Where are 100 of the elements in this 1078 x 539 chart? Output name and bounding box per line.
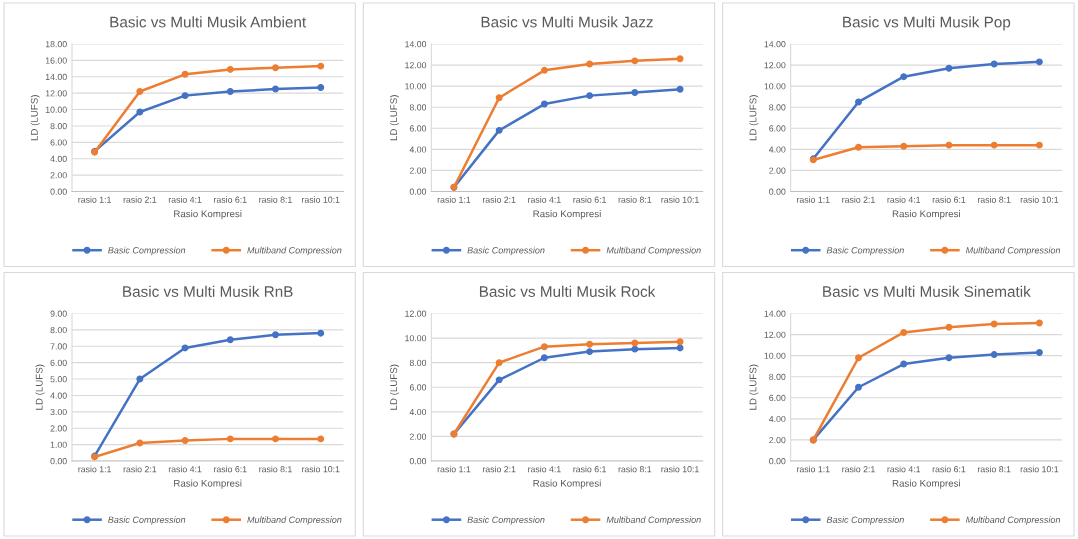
x-tick-label: rasio 1:1: [437, 465, 471, 473]
point: [586, 92, 594, 100]
y-tick-label: 0.00: [409, 188, 427, 195]
point: [181, 437, 189, 444]
x-tick-label: rasio 10:1: [302, 196, 340, 203]
point: [676, 338, 684, 346]
point: [495, 359, 503, 367]
legend-label: Basic Compression: [108, 516, 186, 525]
point: [181, 92, 189, 100]
y-tick-label: 10.00: [764, 83, 786, 90]
x-tick-label: rasio 2:1: [482, 465, 516, 473]
x-tick-label: rasio 4:1: [168, 465, 202, 473]
point: [990, 141, 998, 149]
y-tick-label: 4.00: [409, 408, 427, 416]
chart-title: Basic vs Multi Musik Jazz: [481, 16, 653, 28]
point: [272, 435, 279, 443]
y-tick-label: 12.00: [45, 90, 67, 97]
legend-label: Basic Compression: [467, 516, 545, 525]
x-tick-label: rasio 2:1: [842, 196, 875, 203]
y-tick-label: 6.00: [769, 394, 786, 402]
y-tick-label: 2.00: [409, 167, 427, 174]
point: [900, 142, 908, 150]
y-tick-label: 12.00: [405, 310, 427, 317]
point: [631, 339, 639, 347]
x-tick-label: rasio 1:1: [797, 465, 830, 473]
x-axis-title: Rasio Kompresi: [533, 479, 601, 489]
x-tick-label: rasio 2:1: [123, 196, 157, 203]
y-tick-label: 14.00: [764, 310, 786, 317]
y-tick-label: 18.00: [45, 41, 67, 48]
chart-title: Basic vs Multi Musik RnB: [123, 285, 293, 297]
point: [540, 66, 548, 74]
x-tick-label: rasio 8:1: [259, 196, 292, 203]
x-tick-label: rasio 1:1: [78, 465, 111, 473]
y-tick-label: 2.00: [769, 436, 786, 444]
x-axis-title: Rasio Kompresi: [174, 479, 242, 489]
y-tick-label: 4.00: [409, 146, 427, 153]
y-tick-label: 6.00: [409, 125, 427, 132]
point: [540, 343, 548, 351]
x-tick-label: rasio 8:1: [618, 196, 652, 203]
x-tick-label: rasio 6:1: [214, 196, 247, 203]
x-tick-label: rasio 10:1: [1020, 196, 1059, 203]
y-tick-label: 4.00: [50, 155, 67, 162]
legend-label: Basic Compression: [108, 246, 186, 256]
point: [136, 88, 144, 96]
y-axis-title: LD (LUFS): [389, 364, 400, 410]
point: [136, 108, 144, 116]
y-tick-label: 10.00: [764, 352, 786, 359]
point: [990, 351, 998, 359]
y-tick-label: 2.00: [50, 425, 67, 432]
legend-label: Multiband Compression: [247, 246, 342, 256]
x-tick-label: rasio 4:1: [528, 196, 561, 203]
legend-label: Multiband Compression: [965, 516, 1061, 525]
point: [945, 141, 953, 149]
x-tick-label: rasio 10:1: [302, 465, 340, 473]
point: [855, 143, 862, 151]
x-tick-label: rasio 6:1: [573, 465, 606, 473]
x-axis-title: Rasio Kompresi: [892, 210, 960, 220]
chart-title: Basic vs Multi Musik Sinematik: [823, 285, 1031, 297]
point: [317, 435, 325, 443]
y-tick-label: 16.00: [45, 57, 67, 64]
x-tick-label: rasio 1:1: [797, 196, 830, 203]
point: [586, 340, 594, 348]
point: [272, 331, 279, 339]
y-tick-label: 10.00: [405, 83, 427, 90]
point: [226, 65, 234, 73]
x-axis-title: Rasio Kompresi: [892, 479, 960, 489]
y-axis-title: LD (LUFS): [35, 364, 45, 410]
y-tick-label: 6.00: [769, 125, 786, 132]
legend-label: Basic Compression: [826, 246, 904, 256]
y-tick-label: 4.00: [50, 392, 67, 399]
y-tick-label: 0.00: [769, 458, 786, 465]
point: [181, 344, 189, 352]
x-tick-label: rasio 2:1: [482, 196, 516, 203]
x-tick-label: rasio 1:1: [78, 196, 111, 203]
point: [1035, 58, 1043, 66]
y-tick-label: 4.00: [768, 146, 786, 153]
y-tick-label: 0.00: [50, 458, 67, 465]
legend-label: Multiband Compression: [247, 516, 342, 525]
point: [945, 323, 953, 331]
y-axis-title: LD (LUFS): [30, 95, 40, 141]
point: [495, 94, 503, 102]
y-tick-label: 14.00: [45, 73, 67, 81]
point: [631, 88, 639, 96]
x-tick-label: rasio 1:1: [437, 196, 471, 203]
point: [540, 354, 548, 362]
point: [900, 73, 908, 81]
point: [990, 320, 998, 328]
legend-label: Basic Compression: [826, 516, 904, 525]
legend-label: Multiband Compression: [606, 246, 701, 256]
y-tick-label: 12.00: [405, 62, 427, 69]
y-tick-label: 6.00: [409, 384, 427, 391]
point: [272, 64, 279, 72]
point: [855, 383, 862, 391]
y-tick-label: 2.00: [409, 433, 427, 440]
y-tick-label: 14.00: [405, 41, 427, 48]
point: [317, 329, 325, 337]
y-tick-label: 2.00: [50, 172, 67, 179]
y-tick-label: 9.00: [50, 310, 67, 317]
x-tick-label: rasio 4:1: [887, 196, 921, 203]
x-tick-label: rasio 10:1: [661, 196, 699, 203]
